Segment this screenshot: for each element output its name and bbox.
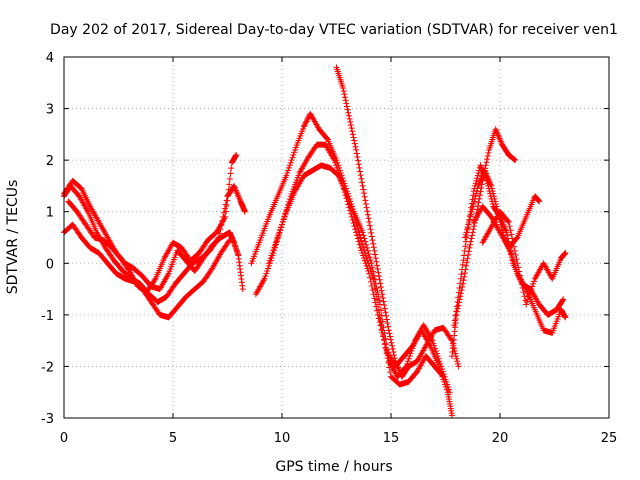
series-1	[61, 177, 246, 293]
y-tick-label: 1	[46, 206, 54, 221]
y-axis-label: SDTVAR / TECUs	[5, 180, 21, 295]
y-tick-label: -1	[41, 309, 54, 324]
series-13	[479, 208, 569, 308]
series-markers	[449, 126, 519, 360]
y-tick-label: -3	[41, 412, 54, 427]
y-tick-label: 2	[46, 154, 54, 169]
series-7	[265, 162, 447, 388]
x-tick-label: 20	[492, 431, 509, 446]
grid	[64, 57, 609, 418]
x-tick-label: 10	[274, 431, 291, 446]
y-tick-label: -2	[41, 360, 54, 375]
x-tick-label: 25	[601, 431, 618, 446]
series-4	[65, 151, 240, 295]
y-tick-label: 3	[46, 103, 54, 118]
series-markers	[61, 177, 246, 293]
x-tick-label: 15	[383, 431, 400, 446]
x-tick-label: 0	[60, 431, 68, 446]
series-markers	[333, 64, 462, 380]
y-tick-label: 4	[46, 51, 54, 66]
y-tick-label: 0	[46, 257, 54, 272]
x-axis-label: GPS time / hours	[275, 459, 392, 475]
axes: 0 5 10 15 20 25 -3 -2 -1 0 1 2 3 4	[41, 51, 617, 446]
x-tick-label: 5	[169, 431, 177, 446]
plot-frame	[63, 56, 610, 419]
series-markers	[265, 162, 447, 388]
series-8	[333, 64, 462, 380]
series-markers	[65, 151, 240, 295]
series-markers	[479, 208, 569, 308]
chart-title: Day 202 of 2017, Sidereal Day-to-day VTE…	[50, 22, 618, 38]
series-3	[61, 221, 233, 321]
series-markers	[61, 221, 233, 321]
data-points	[61, 64, 569, 419]
series-9	[449, 126, 519, 360]
